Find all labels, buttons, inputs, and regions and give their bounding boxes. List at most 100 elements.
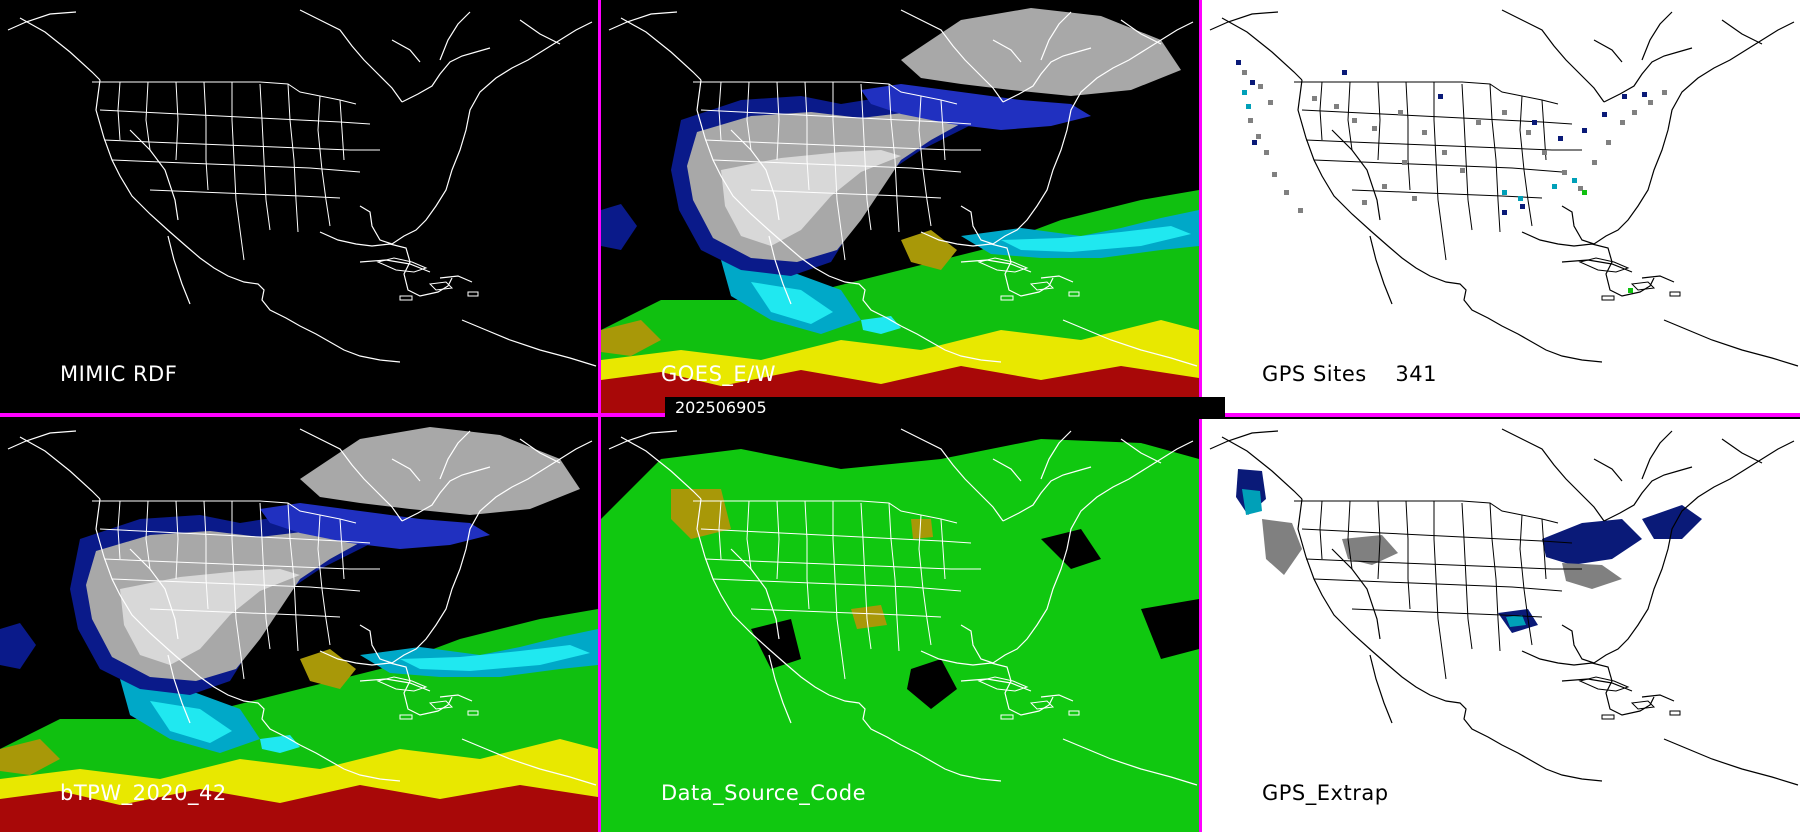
gps-site-marker (1592, 160, 1597, 165)
coastline (359, 259, 431, 273)
coastline (1040, 430, 1072, 480)
state-border (926, 199, 932, 227)
gps-extrap-field (1342, 535, 1398, 565)
gps-site-marker (1398, 110, 1403, 115)
island-outline (1000, 295, 1014, 301)
coastline (1369, 235, 1393, 305)
coastline (167, 235, 191, 305)
coastline (299, 428, 403, 522)
gps-site-marker (1558, 136, 1563, 141)
coastline (1002, 47, 1092, 103)
state-border (149, 189, 341, 199)
state-border (1305, 558, 1582, 570)
panel-label-data-source-code: Data_Source_Code (661, 781, 867, 805)
state-border (265, 199, 271, 231)
coastline (1641, 275, 1675, 283)
coastline (1641, 11, 1673, 61)
island-outline (1630, 281, 1656, 291)
island-outline (1029, 281, 1055, 291)
coastline (960, 259, 1032, 273)
coastline (696, 498, 1002, 782)
gps-site-marker (1264, 150, 1269, 155)
state-border (231, 501, 237, 620)
gps-site-marker (1476, 120, 1481, 125)
state-border (693, 500, 958, 524)
coastline (1593, 39, 1623, 63)
no-data-area (601, 439, 641, 479)
island-outline (1068, 710, 1080, 716)
coastline (1561, 21, 1795, 245)
gps-site-marker (1250, 80, 1255, 85)
coastline (608, 11, 678, 31)
island-outline (977, 676, 1029, 692)
coastline (439, 430, 471, 480)
gps-site-marker (1402, 160, 1407, 165)
panel-gps-extrap: GPS_Extrap (1202, 419, 1800, 832)
coastline (1501, 428, 1605, 522)
gps-site-marker (1582, 128, 1587, 133)
coastline (439, 275, 473, 283)
state-border (1497, 618, 1501, 652)
island-outline (1630, 700, 1656, 710)
coastline (608, 430, 678, 450)
gps-site-marker (1632, 110, 1637, 115)
coastline (992, 39, 1022, 63)
island-outline (1578, 257, 1630, 273)
state-border (1519, 514, 1529, 620)
state-border (175, 500, 179, 580)
map-gps-extrap (1202, 419, 1800, 832)
coastline (167, 654, 191, 724)
moisture-field (150, 701, 232, 743)
state-border (145, 81, 151, 151)
state-border (99, 109, 371, 125)
state-border (776, 500, 780, 580)
state-border (832, 501, 838, 620)
gps-site-marker (1246, 104, 1251, 109)
island-outline (1601, 295, 1615, 301)
coastline (391, 458, 421, 482)
coastline (401, 466, 491, 522)
coastline (1209, 11, 1279, 31)
state-border (704, 139, 981, 151)
state-border (1347, 81, 1353, 151)
coastline (391, 39, 421, 63)
coastline (1501, 9, 1605, 103)
state-border (704, 558, 981, 570)
state-border (325, 618, 331, 646)
map-goes-ew (601, 0, 1199, 413)
state-border (918, 514, 928, 620)
state-border (259, 83, 267, 201)
gps-site-marker (1342, 70, 1347, 75)
panel-gps-sites: GPS Sites 341 (1202, 0, 1800, 413)
island-outline (467, 710, 479, 716)
gps-site-marker (1562, 170, 1567, 175)
dry-air-field (721, 150, 901, 246)
dry-air-field (300, 427, 580, 515)
state-border (1351, 189, 1543, 199)
coastline (992, 458, 1022, 482)
coastline (461, 738, 597, 786)
state-border (918, 95, 928, 201)
island-outline (376, 257, 428, 273)
state-border (111, 578, 361, 592)
gps-site-marker (1422, 130, 1427, 135)
state-border (1527, 618, 1533, 646)
panel-label-goes-ew: GOES_E/W (661, 362, 777, 386)
state-border (1305, 139, 1582, 151)
state-border (926, 618, 932, 646)
gps-extrap-field (1542, 519, 1642, 565)
map-gps-sites (1202, 0, 1800, 413)
no-data-area (1041, 529, 1101, 569)
state-border (92, 500, 357, 524)
gps-site-marker (1578, 186, 1583, 191)
coastline (768, 654, 792, 724)
state-border (1313, 578, 1563, 592)
moist-band (601, 204, 637, 250)
panel-label-mimic-rdf: MIMIC RDF (60, 362, 178, 386)
coastline (359, 21, 593, 245)
moisture-field (0, 785, 598, 832)
gps-site-marker (1622, 94, 1627, 99)
dry-air-field (901, 8, 1181, 96)
gps-site-marker (1542, 150, 1547, 155)
state-border (1527, 199, 1533, 227)
